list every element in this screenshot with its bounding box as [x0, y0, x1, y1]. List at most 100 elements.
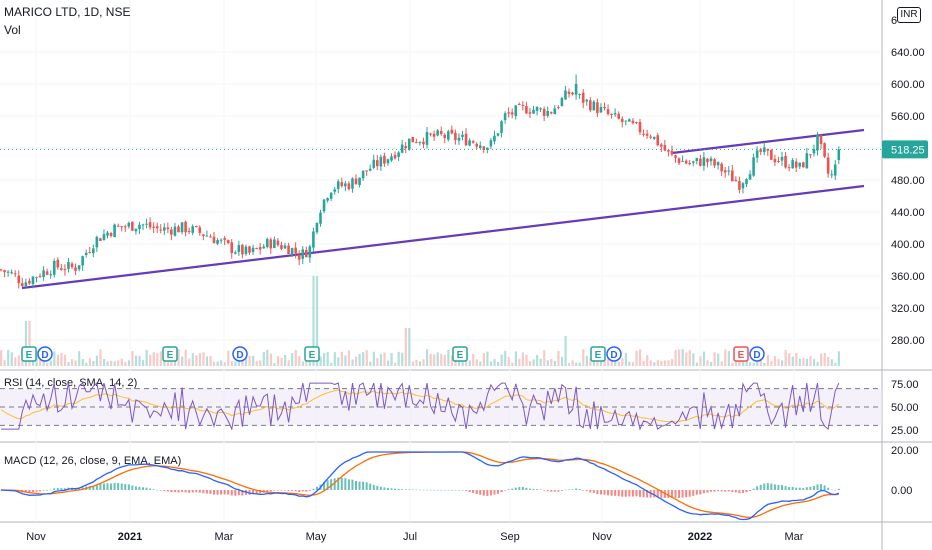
candle-body [734, 179, 738, 182]
candle-body [390, 156, 393, 161]
volume-bar [181, 356, 184, 366]
earnings-marker-label: E [595, 350, 602, 361]
macd-histogram-bar [78, 488, 81, 490]
volume-bar [788, 353, 791, 366]
candle-body [400, 144, 404, 153]
macd-histogram-bar [525, 487, 528, 490]
macd-histogram-bar [820, 484, 823, 490]
candle-body [155, 226, 159, 229]
dividend-marker-label: D [41, 350, 48, 361]
candle-body [113, 224, 116, 238]
candle-body [589, 100, 592, 111]
candle-body [333, 189, 336, 192]
macd-histogram-bar [599, 490, 602, 495]
dividend-marker [232, 346, 248, 362]
volume-bar [670, 359, 674, 366]
volume-bar [720, 361, 723, 366]
trendline-support [21, 184, 865, 290]
candle-body [574, 84, 578, 95]
macd-histogram-bar [287, 490, 290, 492]
volume-bar [259, 360, 262, 366]
dividend-marker [749, 346, 765, 362]
volume-bar [28, 321, 31, 366]
volume-bar [603, 358, 606, 366]
macd-line [0, 451, 840, 521]
macd-histogram-bar [312, 488, 315, 490]
macd-histogram-bar [589, 490, 592, 493]
macd-histogram-bar [124, 484, 127, 490]
macd-histogram-bar [738, 490, 741, 494]
volume-bar [227, 350, 230, 366]
candle-body [557, 107, 560, 109]
candle-body [709, 158, 713, 162]
candle-body [404, 146, 407, 149]
volume-bar [78, 351, 81, 366]
candle-body [628, 119, 631, 122]
candle-body [77, 265, 81, 270]
candle-body [475, 143, 478, 147]
candle-body [592, 101, 596, 111]
macd-histogram-bar [358, 481, 361, 490]
macd-histogram-bar [220, 490, 223, 495]
candle-body [688, 163, 691, 165]
candle-body [439, 130, 443, 134]
candle-body [177, 226, 180, 233]
volume-bar [344, 355, 347, 366]
candle-body [237, 245, 241, 252]
candle-body [571, 92, 574, 95]
candle-body [791, 160, 794, 169]
macd-histogram-bar [504, 490, 507, 491]
macd-histogram-bar [472, 490, 475, 493]
dividend-marker-label: D [236, 350, 243, 361]
volume-bar [220, 360, 223, 366]
macd-histogram-bar [362, 481, 365, 490]
volume-bar [117, 360, 120, 366]
macd-histogram-bar [340, 477, 343, 490]
volume-bar [692, 353, 695, 366]
candle-body [84, 252, 88, 256]
candle-body [312, 231, 315, 248]
volume-bar [184, 349, 187, 366]
candle-body [468, 140, 471, 146]
volume-bar [500, 354, 503, 366]
volume-bar [699, 356, 702, 366]
volume-bar [127, 360, 130, 366]
macd-histogram-bar [170, 490, 173, 493]
volume-bar [472, 353, 475, 366]
candle-body [340, 182, 344, 187]
currency-badge[interactable]: INR [897, 7, 921, 23]
candle-body [436, 130, 439, 136]
macd-histogram-bar [330, 479, 333, 490]
volume-bar [681, 349, 684, 366]
candle-body [677, 158, 681, 164]
macd-histogram-bar [461, 489, 464, 491]
macd-histogram-bar [266, 490, 269, 492]
candle-body [141, 224, 145, 226]
volume-bar [837, 351, 840, 366]
candle-body [354, 178, 358, 185]
earnings-marker [733, 346, 749, 362]
macd-histogram-bar [205, 490, 208, 494]
macd-histogram-bar [781, 485, 783, 490]
macd-histogram-bar [802, 488, 805, 490]
macd-histogram-bar [411, 489, 414, 491]
macd-histogram-bar [823, 485, 826, 490]
volume-bar [649, 360, 652, 366]
candle-body [145, 223, 148, 225]
dividend-marker [606, 346, 622, 362]
macd-histogram-bar [713, 490, 716, 492]
macd-histogram-bar [521, 486, 524, 490]
volume-bar [397, 351, 400, 366]
candle-body [280, 245, 283, 249]
candle-body [251, 247, 255, 252]
macd-histogram-bar [607, 490, 610, 496]
candle-body [163, 227, 166, 231]
volume-bar [741, 360, 745, 366]
macd-histogram-bar [426, 489, 428, 491]
macd-histogram-bar [53, 488, 56, 490]
macd-histogram-bar [741, 490, 744, 493]
candle-body [549, 112, 553, 114]
macd-histogram-bar [447, 489, 450, 491]
macd-histogram-bar [571, 489, 574, 490]
